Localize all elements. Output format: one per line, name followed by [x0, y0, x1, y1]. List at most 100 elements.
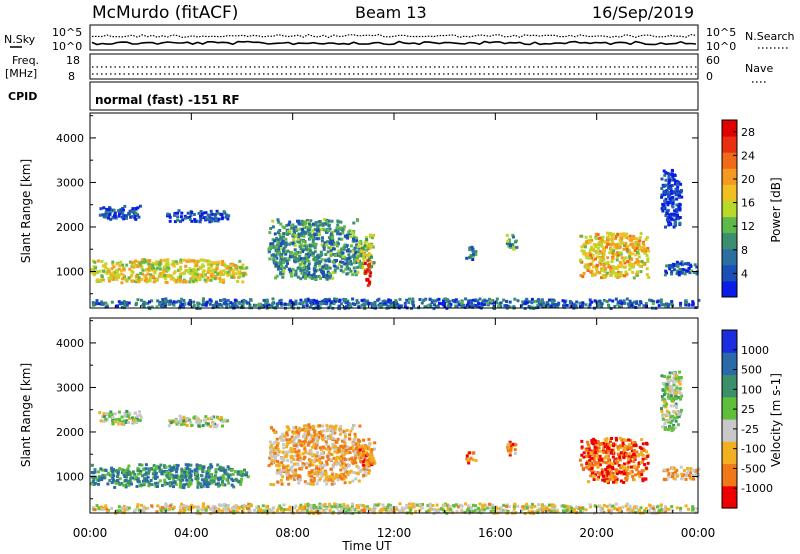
heatmap-cell [280, 269, 284, 273]
heatmap-cell [331, 465, 335, 469]
heatmap-cell [348, 433, 352, 437]
heatmap-cell [624, 256, 628, 260]
heatmap-cell [633, 456, 637, 460]
heatmap-cell [627, 249, 631, 253]
heatmap-cell [667, 265, 671, 269]
heatmap-cell [302, 224, 305, 228]
heatmap-cell [367, 458, 371, 462]
heatmap-cell [269, 451, 273, 455]
heatmap-cell [95, 299, 99, 303]
heatmap-cell [277, 220, 281, 224]
heatmap-cell [327, 219, 331, 223]
heatmap-cell [288, 438, 292, 442]
heatmap-cell [270, 253, 274, 257]
heatmap-cell [280, 303, 284, 307]
heatmap-cell [359, 453, 363, 456]
heatmap-cell [687, 266, 691, 270]
heatmap-cell [99, 207, 103, 211]
heatmap-cell [633, 464, 637, 468]
heatmap-cell [599, 302, 603, 306]
heatmap-cell [196, 509, 200, 512]
heatmap-cell [679, 378, 683, 382]
heatmap-cell [675, 179, 679, 183]
heatmap-cell [684, 477, 688, 481]
heatmap-cell [645, 253, 649, 257]
heatmap-cell [111, 469, 114, 473]
heatmap-cell [269, 227, 273, 230]
heatmap-cell [674, 419, 678, 423]
heatmap-cell [349, 429, 353, 433]
heatmap-cell [609, 270, 613, 274]
heatmap-cell [115, 268, 119, 272]
heatmap-cell [514, 443, 518, 447]
heatmap-cell [226, 473, 230, 477]
heatmap-cell [92, 273, 96, 277]
heatmap-cell [170, 481, 174, 485]
heatmap-cell [363, 262, 367, 265]
heatmap-cell [328, 272, 331, 276]
heatmap-cell [600, 468, 604, 472]
heatmap-cell [626, 259, 630, 263]
heatmap-cell [369, 271, 373, 275]
heatmap-cell [168, 219, 172, 223]
heatmap-cell [169, 300, 172, 303]
heatmap-cell [296, 454, 300, 458]
heatmap-cell [625, 453, 628, 457]
heatmap-cell [284, 264, 288, 268]
colorbar-segment [722, 120, 737, 137]
heatmap-cell [190, 211, 194, 214]
heatmap-cell [370, 455, 374, 459]
heatmap-cell [592, 265, 596, 269]
heatmap-cell [340, 302, 343, 306]
heatmap-cell [389, 302, 393, 306]
heatmap-cell [299, 250, 303, 254]
heatmap-cell [206, 270, 210, 274]
heatmap-cell [351, 249, 355, 253]
heatmap-cell [491, 301, 495, 305]
heatmap-cell [619, 265, 622, 269]
heatmap-cell [122, 214, 126, 218]
heatmap-cell [623, 301, 627, 305]
heatmap-cell [539, 300, 543, 304]
heatmap-cell [630, 301, 634, 305]
heatmap-cell [315, 437, 319, 440]
heatmap-cell [606, 256, 610, 260]
heatmap-cell [172, 466, 176, 469]
heatmap-cell [624, 270, 628, 274]
heatmap-cell [672, 477, 676, 481]
heatmap-cell [331, 238, 335, 242]
heatmap-cell [204, 217, 208, 221]
heatmap-cell [511, 243, 515, 247]
heatmap-cell [317, 467, 320, 471]
heatmap-cell [154, 279, 158, 283]
heatmap-cell [202, 480, 206, 484]
heatmap-cell [353, 432, 357, 436]
heatmap-cell [91, 301, 95, 305]
heatmap-cell [622, 299, 626, 303]
heatmap-cell [670, 168, 674, 172]
heatmap-cell [254, 303, 258, 307]
heatmap-cell [194, 472, 198, 476]
heatmap-cell [471, 303, 475, 307]
heatmap-cell [281, 272, 285, 276]
heatmap-cell [243, 267, 247, 271]
heatmap-cell [341, 466, 345, 470]
heatmap-cell [172, 300, 176, 304]
heatmap-cell [354, 456, 358, 460]
heatmap-cell [673, 426, 677, 430]
heatmap-cell [623, 244, 626, 247]
heatmap-cell [632, 276, 636, 280]
heatmap-cell [154, 471, 158, 475]
heatmap-cell [665, 271, 668, 275]
heatmap-cell [116, 472, 120, 476]
heatmap-cell [328, 304, 332, 307]
heatmap-cell [308, 463, 312, 467]
heatmap-cell [618, 305, 621, 309]
heatmap-cell [614, 480, 618, 484]
heatmap-cell [134, 212, 138, 215]
heatmap-cell [677, 380, 681, 384]
colorbar-segment [722, 232, 737, 250]
heatmap-cell [337, 242, 341, 246]
heatmap-cell [357, 452, 361, 456]
heatmap-cell [288, 229, 292, 233]
